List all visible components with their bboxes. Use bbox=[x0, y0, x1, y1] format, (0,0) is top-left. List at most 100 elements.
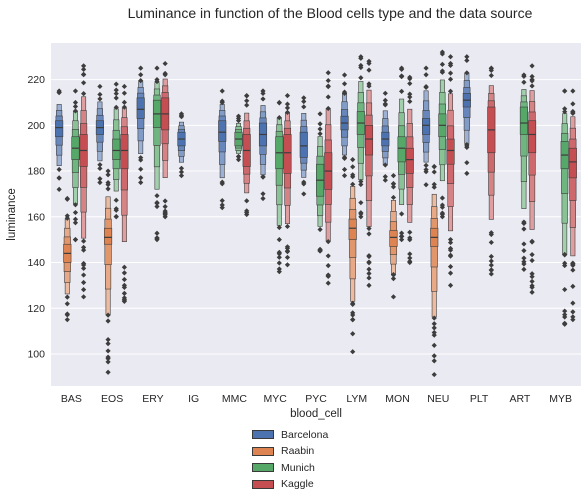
outlier-point bbox=[317, 131, 323, 137]
outlier-point bbox=[97, 176, 103, 182]
outlier-point bbox=[358, 178, 364, 185]
outlier-point bbox=[121, 276, 127, 283]
x-tick-label: MYB bbox=[549, 393, 572, 405]
outlier-point bbox=[407, 94, 413, 100]
boxen-munich-mmc bbox=[234, 113, 243, 163]
boxen-munich-myb bbox=[560, 88, 569, 327]
outlier-point bbox=[105, 186, 111, 192]
outlier-point bbox=[570, 261, 576, 268]
outlier-point bbox=[284, 109, 291, 115]
outlier-point bbox=[121, 104, 127, 110]
outlier-point bbox=[113, 207, 119, 213]
outlier-point bbox=[154, 65, 160, 71]
boxen-level-4 bbox=[136, 97, 145, 119]
outlier-point bbox=[366, 231, 372, 237]
outlier-point bbox=[56, 166, 62, 173]
outlier-point bbox=[260, 174, 266, 180]
outlier-point bbox=[64, 294, 70, 300]
chart-title: Luminance in function of the Blood cells… bbox=[128, 5, 533, 21]
boxen-kaggle-bas bbox=[79, 63, 88, 300]
outlier-point bbox=[235, 157, 242, 163]
outlier-point bbox=[488, 258, 494, 264]
outlier-point bbox=[431, 164, 437, 170]
outlier-point bbox=[521, 247, 527, 254]
outlier-point bbox=[260, 191, 266, 197]
outlier-point bbox=[431, 353, 437, 359]
outlier-point bbox=[317, 247, 323, 253]
outlier-point bbox=[121, 284, 127, 290]
outlier-point bbox=[341, 89, 348, 95]
outlier-point bbox=[570, 283, 576, 289]
outlier-point bbox=[72, 216, 79, 222]
legend-label: Kaggle bbox=[281, 478, 314, 490]
outlier-point bbox=[562, 262, 568, 269]
boxen-level-4 bbox=[422, 118, 431, 135]
outlier-point bbox=[97, 91, 103, 98]
boxen-raabin-eos bbox=[104, 168, 113, 375]
outlier-point bbox=[276, 237, 282, 243]
outlier-point bbox=[219, 181, 225, 187]
outlier-point bbox=[113, 213, 119, 220]
outlier-point bbox=[244, 93, 250, 99]
outlier-point bbox=[439, 195, 445, 201]
boxen-barcelona-ig bbox=[177, 111, 186, 179]
outlier-point bbox=[121, 90, 127, 96]
boxen-munich-eos bbox=[112, 81, 121, 220]
outlier-point bbox=[366, 259, 372, 265]
boxen-level-4 bbox=[389, 230, 398, 247]
outlier-point bbox=[301, 181, 307, 187]
outlier-point bbox=[358, 214, 364, 220]
outlier-point bbox=[521, 255, 527, 261]
outlier-point bbox=[81, 287, 87, 293]
outlier-point bbox=[407, 76, 413, 82]
legend-swatch bbox=[252, 446, 274, 456]
outlier-point bbox=[382, 177, 388, 183]
boxen-kaggle-ery bbox=[161, 60, 170, 220]
boxen-kaggle-mmc bbox=[242, 92, 251, 218]
outlier-point bbox=[56, 186, 62, 192]
outlier-point bbox=[399, 66, 405, 73]
outlier-point bbox=[447, 236, 454, 243]
outlier-point bbox=[162, 212, 168, 218]
outlier-point bbox=[570, 88, 576, 94]
y-tick-label: 120 bbox=[27, 303, 45, 315]
outlier-point bbox=[570, 110, 576, 117]
outlier-point bbox=[358, 55, 364, 61]
outlier-point bbox=[447, 252, 454, 258]
outlier-point bbox=[529, 274, 535, 280]
boxen-kaggle-myc bbox=[283, 92, 292, 268]
outlier-point bbox=[447, 76, 454, 82]
outlier-point bbox=[235, 153, 242, 160]
outlier-point bbox=[219, 205, 225, 211]
outlier-point bbox=[521, 79, 527, 85]
outlier-point bbox=[154, 193, 160, 199]
outlier-point bbox=[81, 238, 87, 244]
outlier-point bbox=[447, 270, 454, 276]
x-tick-label: MMC bbox=[222, 393, 247, 405]
boxen-munich-bas bbox=[71, 88, 80, 243]
outlier-point bbox=[431, 169, 437, 175]
outlier-point bbox=[56, 90, 62, 96]
outlier-point bbox=[358, 75, 364, 81]
outlier-point bbox=[407, 229, 413, 235]
outlier-point bbox=[350, 172, 356, 178]
outlier-point bbox=[529, 289, 535, 295]
boxen-munich-art bbox=[519, 72, 528, 272]
outlier-point bbox=[358, 210, 364, 216]
outlier-point bbox=[235, 115, 242, 121]
outlier-point bbox=[570, 101, 576, 107]
outlier-point bbox=[399, 74, 405, 80]
outlier-point bbox=[447, 263, 454, 270]
boxen-raabin-mon bbox=[389, 173, 398, 300]
outlier-point bbox=[431, 184, 437, 190]
outlier-point bbox=[113, 90, 119, 97]
outlier-point bbox=[529, 252, 535, 258]
outlier-point bbox=[562, 252, 568, 258]
outlier-point bbox=[113, 87, 119, 93]
outlier-point bbox=[138, 166, 144, 172]
outlier-point bbox=[382, 97, 388, 103]
outlier-point bbox=[64, 317, 70, 323]
outlier-point bbox=[97, 83, 103, 90]
outlier-point bbox=[121, 270, 127, 276]
outlier-point bbox=[138, 157, 144, 163]
